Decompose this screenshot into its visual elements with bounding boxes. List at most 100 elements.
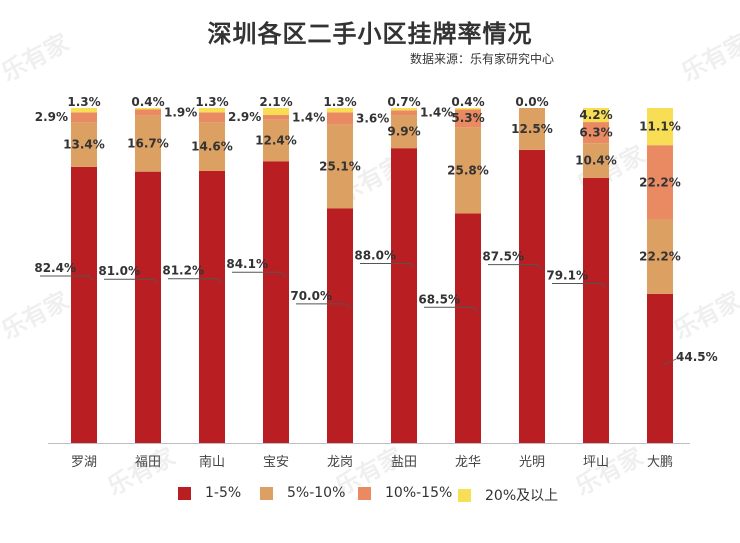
- data-label-20plus: 1.3%: [323, 95, 356, 109]
- x-tick-label: 龙岗: [327, 455, 353, 470]
- leader-line: [89, 275, 95, 282]
- bar-segment-20%及以上: [135, 108, 161, 110]
- bar-segment-10%-15%: [135, 109, 161, 116]
- legend-label: 20%及以上: [485, 488, 559, 504]
- legend: 1-5% 5%-10% 10%-15% 20%及以上: [0, 485, 740, 509]
- legend-item-1-5: 1-5%: [178, 485, 241, 501]
- legend-item-5-10: 5%-10%: [260, 485, 345, 501]
- bar-segment-10%-15%: [327, 112, 353, 125]
- bar-segment-5%-10%: [583, 143, 609, 179]
- bar-segment-10%-15%: [583, 122, 609, 144]
- bar-segment-10%-15%: [455, 109, 481, 128]
- data-label-10-15: 1.9%: [164, 106, 197, 120]
- data-label-1-5: 68.5%: [418, 292, 460, 306]
- chart-title: 深圳各区二手小区挂牌率情况: [207, 20, 533, 48]
- bar-segment-20%及以上: [647, 108, 673, 146]
- legend-item-20plus: 20%及以上: [458, 485, 558, 505]
- data-label-1-5: 82.4%: [34, 261, 76, 275]
- data-label-1-5: 81.2%: [162, 264, 204, 278]
- bar-segment-5%-10%: [135, 115, 161, 172]
- bar-segment-1-5%: [135, 171, 161, 443]
- x-tick-label: 宝安: [263, 455, 289, 470]
- data-label-5-10: 22.2%: [639, 250, 681, 264]
- bar-segment-20%及以上: [583, 108, 609, 123]
- bar-segment-10%-15%: [263, 115, 289, 120]
- x-tick-label: 光明: [519, 455, 545, 470]
- data-label-1-5: 81.0%: [98, 264, 140, 278]
- bar-segment-1-5%: [199, 170, 225, 444]
- data-label-5-10: 13.4%: [63, 138, 105, 152]
- bar-segment-10%-15%: [391, 110, 417, 116]
- data-label-1-5: 88.0%: [354, 248, 396, 262]
- bar-segment-20%及以上: [391, 108, 417, 111]
- data-label-10-15: 6.3%: [579, 126, 612, 140]
- bar-segment-1-5%: [455, 213, 481, 443]
- data-label-20plus: 1.3%: [195, 95, 228, 109]
- data-label-20plus: 0.4%: [131, 95, 164, 109]
- data-label-20plus: 4.2%: [579, 108, 612, 122]
- legend-label: 1-5%: [205, 485, 242, 501]
- legend-swatch: [260, 486, 273, 500]
- bar-segment-1-5%: [71, 166, 97, 443]
- leader-line: [661, 358, 677, 366]
- bar-segment-5%-10%: [327, 124, 353, 209]
- bar-segment-5%-10%: [199, 122, 225, 171]
- bar-segment-20%及以上: [455, 108, 481, 110]
- data-label-10-15: 2.9%: [228, 110, 261, 124]
- leader-line: [345, 303, 351, 310]
- data-label-5-10: 12.4%: [255, 133, 297, 147]
- bar-segment-5%-10%: [455, 127, 481, 214]
- leader-line: [473, 307, 479, 313]
- leader-line: [537, 264, 543, 270]
- x-tick-label: 大鹏: [647, 455, 673, 470]
- legend-swatch: [358, 486, 371, 500]
- data-label-5-10: 10.4%: [575, 154, 617, 168]
- data-label-20plus: 2.1%: [259, 95, 292, 109]
- data-label-5-10: 14.6%: [191, 140, 233, 154]
- x-tick-label: 福田: [135, 455, 161, 470]
- bar-segment-5%-10%: [647, 219, 673, 294]
- data-label-1-5: 70.0%: [290, 289, 332, 303]
- bar-segment-20%及以上: [71, 108, 97, 113]
- bar-segment-20%及以上: [327, 108, 353, 113]
- data-label-10-15: 2.9%: [35, 110, 68, 124]
- data-label-10-15: 3.6%: [356, 111, 389, 125]
- data-label-5-10: 25.8%: [447, 163, 489, 177]
- data-label-1-5: 87.5%: [482, 250, 524, 264]
- data-label-20plus: 0.0%: [515, 95, 548, 109]
- data-label-10-15: 1.4%: [420, 106, 453, 120]
- x-tick-label: 盐田: [391, 455, 417, 470]
- x-tick-label: 坪山: [583, 455, 609, 470]
- bar-segment-10%-15%: [647, 145, 673, 220]
- leader-line: [601, 283, 607, 289]
- leader-line: [409, 263, 415, 269]
- data-label-20plus: 1.3%: [67, 95, 100, 109]
- legend-label: 10%-15%: [385, 485, 453, 501]
- bar-segment-1-5%: [327, 208, 353, 443]
- bar-segment-5%-10%: [263, 119, 289, 162]
- leader-line: [281, 271, 287, 278]
- bar-segment-20%及以上: [263, 108, 289, 116]
- bar-segment-5%-10%: [391, 115, 417, 149]
- legend-item-10-15: 10%-15%: [358, 485, 452, 501]
- bar-segment-1-5%: [263, 161, 289, 443]
- data-label-5-10: 16.7%: [127, 137, 169, 151]
- data-label-5-10: 9.9%: [387, 125, 420, 139]
- data-source: 数据来源：乐有家研究中心: [409, 52, 554, 66]
- bar-segment-10%-15%: [71, 112, 97, 123]
- bar-segment-5%-10%: [71, 122, 97, 167]
- bar-segment-1-5%: [391, 148, 417, 443]
- data-label-5-10: 25.1%: [319, 159, 361, 173]
- data-label-1-5: 79.1%: [546, 268, 588, 282]
- bar-segment-5%-10%: [519, 108, 545, 150]
- leader-line: [217, 278, 223, 284]
- bar-segment-1-5%: [583, 178, 609, 443]
- data-label-10-15: 5.3%: [451, 111, 484, 125]
- x-tick-label: 龙华: [455, 455, 481, 470]
- legend-swatch: [458, 488, 471, 502]
- data-label-1-5: 84.1%: [226, 257, 268, 271]
- bar-segment-1-5%: [519, 149, 545, 443]
- data-label-10-15: 22.2%: [639, 175, 681, 189]
- data-label-10-15: 1.4%: [292, 110, 325, 124]
